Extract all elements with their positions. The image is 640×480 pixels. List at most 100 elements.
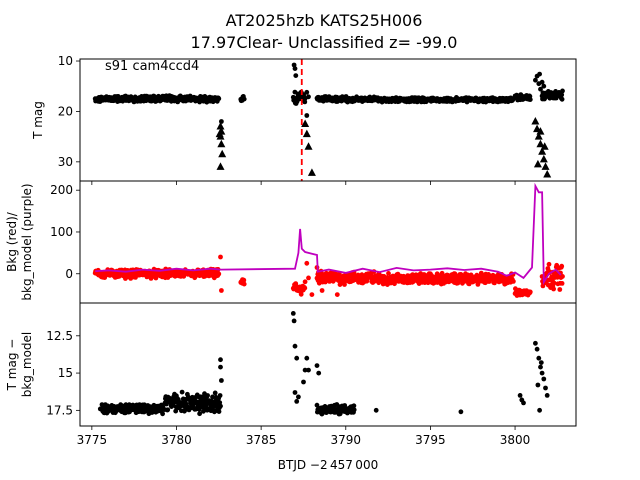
data-point	[319, 288, 325, 293]
data-point	[309, 292, 315, 297]
data-point	[458, 409, 464, 415]
y-axis-label: Bkg (red)/	[5, 211, 19, 272]
data-point	[535, 382, 541, 388]
data-point	[205, 393, 211, 398]
plot-area	[92, 59, 565, 181]
upper-limit-triangle	[536, 127, 545, 135]
data-point	[218, 254, 223, 260]
data-point	[373, 407, 379, 413]
data-point	[539, 370, 545, 376]
data-point	[291, 62, 297, 68]
upper-limit-triangle	[533, 159, 542, 168]
upper-limit-triangle	[534, 132, 543, 140]
top-panel-t-mag: 10 20 30 T mag	[31, 54, 577, 185]
y-tick-label: 100	[50, 225, 73, 239]
data-point	[218, 403, 223, 409]
upper-limit-triangle	[217, 139, 226, 148]
data-point	[296, 394, 301, 400]
data-point	[294, 399, 300, 404]
plot-area	[97, 311, 550, 417]
data-point	[534, 346, 540, 352]
data-point	[160, 411, 166, 417]
data-point	[452, 271, 458, 277]
data-point	[293, 73, 299, 78]
data-point	[551, 280, 557, 286]
data-point	[292, 343, 298, 349]
data-point	[537, 407, 542, 413]
data-point	[218, 357, 223, 363]
plot-area	[92, 182, 565, 298]
data-point	[559, 96, 565, 102]
data-point	[290, 311, 296, 316]
upper-limit-triangle	[304, 142, 313, 150]
data-point	[342, 282, 347, 287]
y-axis-label: bkg_model	[20, 332, 34, 398]
data-point	[298, 291, 304, 297]
x-tick-label: 3785	[246, 433, 277, 447]
data-point	[179, 389, 185, 395]
data-point	[292, 66, 298, 71]
data-point	[302, 367, 308, 373]
data-point	[301, 379, 306, 385]
upper-limit-triangle	[302, 129, 311, 138]
data-point	[543, 385, 548, 391]
bkg-model-line	[95, 182, 562, 286]
y-tick-label: 17.5	[46, 403, 73, 417]
figure-title-line2: 17.97Clear- Unclassified z= -99.0	[191, 33, 458, 52]
bottom-panel-t-mag-minus-bkg: 12.5 15 17.5 3775 3780 3785 3790 3795 3800 T mag …	[5, 302, 577, 447]
upper-limit-triangle	[536, 139, 545, 148]
data-point	[216, 271, 222, 277]
y-axis-label: bkg_model (purple)	[20, 183, 34, 300]
data-point	[559, 92, 565, 98]
data-point	[219, 378, 224, 383]
data-point	[304, 113, 310, 118]
data-point	[306, 367, 311, 373]
x-tick-label: 3795	[415, 433, 446, 447]
data-point	[217, 393, 223, 398]
data-point	[294, 355, 300, 361]
data-point	[546, 261, 552, 267]
y-tick-label: 30	[58, 155, 73, 169]
upper-limit-triangle	[531, 117, 540, 125]
data-point	[533, 340, 538, 346]
data-point	[302, 285, 308, 291]
upper-limit-triangle	[541, 162, 550, 170]
data-point	[241, 96, 247, 102]
data-point	[291, 318, 297, 324]
data-point	[538, 364, 543, 370]
data-point	[97, 406, 103, 412]
data-point	[527, 289, 533, 295]
data-point	[304, 355, 310, 361]
upper-limit-triangle	[307, 168, 316, 176]
panel-frame	[79, 302, 577, 427]
figure-title-line1: AT2025hzb KATS25H006	[226, 11, 423, 30]
data-point	[304, 260, 310, 266]
panel-frame	[79, 58, 577, 182]
data-point	[539, 79, 545, 85]
upper-limit-triangle	[538, 147, 547, 155]
y-tick-label: 12.5	[46, 329, 73, 343]
data-point	[316, 370, 322, 376]
data-point	[538, 360, 544, 365]
data-point	[334, 292, 340, 297]
upper-limit-triangle	[215, 129, 224, 138]
data-point	[219, 119, 224, 124]
middle-panel-background: 0 100 200 Bkg (red)/bkg_model (purple)	[5, 180, 577, 304]
data-point	[241, 281, 247, 287]
data-point	[527, 97, 533, 102]
data-point	[541, 376, 547, 382]
data-point	[304, 89, 310, 95]
data-point	[521, 400, 526, 406]
data-point	[197, 411, 203, 417]
y-axis-label: T mag	[31, 101, 45, 140]
data-point	[538, 86, 543, 92]
upper-limit-triangle	[301, 119, 310, 128]
y-axis-label: T mag −	[5, 339, 19, 392]
data-point	[241, 277, 247, 283]
sector-camera-annotation: s91 cam4ccd4	[105, 59, 199, 74]
x-axis-label: BTJD −2 457 000	[278, 458, 378, 472]
data-point	[536, 355, 542, 361]
data-point	[517, 393, 523, 398]
data-point	[306, 94, 311, 100]
data-point	[212, 390, 218, 396]
